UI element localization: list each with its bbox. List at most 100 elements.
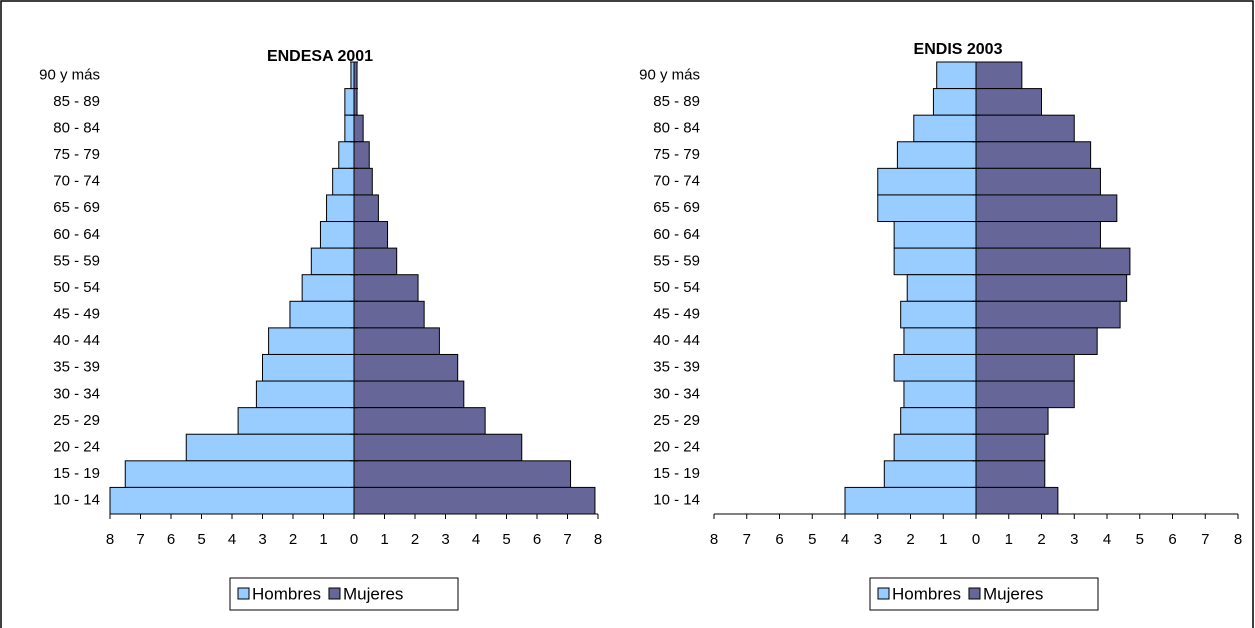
bar [893, 247, 977, 276]
x-tick-label: 6 [1168, 531, 1176, 548]
bar [936, 61, 977, 90]
bar [975, 247, 1131, 276]
x-tick-label: 8 [710, 531, 718, 548]
x-tick-label: 5 [1136, 531, 1144, 548]
bar [289, 300, 355, 329]
legend-box [869, 577, 1099, 611]
bar [338, 141, 355, 169]
bar [262, 353, 355, 382]
x-tick-label: 2 [906, 531, 914, 548]
bar [326, 194, 355, 223]
x-tick-label: 5 [502, 531, 510, 548]
bar [975, 327, 1098, 355]
bar [353, 353, 459, 382]
y-tick-label: 10 - 14 [653, 492, 700, 509]
y-tick-label: 70 - 74 [53, 173, 100, 190]
bar [255, 380, 355, 409]
y-tick-label: 40 - 44 [53, 332, 100, 349]
x-tick-label: 6 [167, 531, 175, 548]
x-tick-label: 6 [775, 531, 783, 548]
bar [185, 433, 355, 462]
bar [353, 380, 465, 409]
x-tick-label: 1 [1005, 531, 1013, 548]
bar [353, 247, 398, 276]
legend-box [229, 577, 459, 611]
x-tick-label: 7 [563, 531, 571, 548]
x-tick-label: 7 [743, 531, 751, 548]
legend-swatch [237, 587, 250, 600]
bar [124, 460, 355, 488]
bar [896, 141, 977, 169]
bar [893, 353, 977, 382]
bar [975, 407, 1049, 435]
bar [975, 88, 1042, 116]
bar [900, 300, 977, 329]
bar [975, 61, 1023, 90]
legend-swatch [328, 587, 341, 600]
y-tick-label: 25 - 29 [653, 412, 700, 429]
x-tick-label: 3 [258, 531, 266, 548]
y-tick-label: 15 - 19 [53, 465, 100, 482]
y-tick-label: 55 - 59 [653, 252, 700, 269]
bar [109, 486, 355, 515]
x-tick-label: 6 [533, 531, 541, 548]
x-tick-label: 5 [197, 531, 205, 548]
bar [353, 433, 523, 462]
y-tick-label: 50 - 54 [53, 279, 100, 296]
y-tick-label: 40 - 44 [653, 332, 700, 349]
x-tick-label: 8 [1234, 531, 1242, 548]
y-tick-label: 45 - 49 [53, 306, 100, 323]
y-tick-label: 30 - 34 [653, 385, 700, 402]
x-tick-label: 4 [228, 531, 236, 548]
y-tick-label: 35 - 39 [53, 359, 100, 376]
legend-label: Mujeres [983, 584, 1043, 603]
bar [268, 327, 355, 355]
y-tick-label: 90 y más [39, 66, 100, 83]
bar [893, 221, 977, 249]
x-tick-label: 3 [874, 531, 882, 548]
y-tick-label: 90 y más [639, 66, 700, 83]
bar [353, 327, 440, 355]
y-tick-label: 25 - 29 [53, 412, 100, 429]
x-tick-label: 4 [1103, 531, 1111, 548]
bar [353, 221, 389, 249]
y-tick-label: 65 - 69 [53, 199, 100, 216]
x-tick-label: 3 [1070, 531, 1078, 548]
bar [344, 114, 355, 143]
bar [877, 194, 977, 223]
bar [301, 274, 355, 302]
bar [903, 380, 977, 409]
y-tick-label: 20 - 24 [653, 438, 700, 455]
legend-label: Hombres [252, 584, 321, 603]
bar [353, 141, 370, 169]
bar [906, 274, 977, 302]
y-tick-label: 10 - 14 [53, 492, 100, 509]
bar [893, 433, 977, 462]
bar [877, 167, 977, 196]
bar [913, 114, 977, 143]
bar [975, 300, 1121, 329]
bar [353, 486, 596, 515]
bar [353, 460, 572, 488]
bar [353, 167, 373, 196]
x-tick-label: 3 [441, 531, 449, 548]
bar [975, 167, 1101, 196]
bar [844, 486, 977, 515]
x-tick-label: 5 [808, 531, 816, 548]
bar [975, 433, 1046, 462]
x-tick-label: 4 [472, 531, 480, 548]
legend-swatch [968, 587, 981, 600]
x-tick-label: 1 [380, 531, 388, 548]
bar [353, 194, 379, 223]
y-tick-label: 60 - 64 [53, 226, 100, 243]
bar [237, 407, 355, 435]
bar [975, 460, 1046, 488]
chart-title: ENDIS 2003 [914, 41, 1003, 58]
y-tick-label: 85 - 89 [653, 93, 700, 110]
bar [903, 327, 977, 355]
bar [975, 380, 1075, 409]
bar [975, 194, 1118, 223]
legend-label: Hombres [892, 584, 961, 603]
bar [975, 141, 1092, 169]
